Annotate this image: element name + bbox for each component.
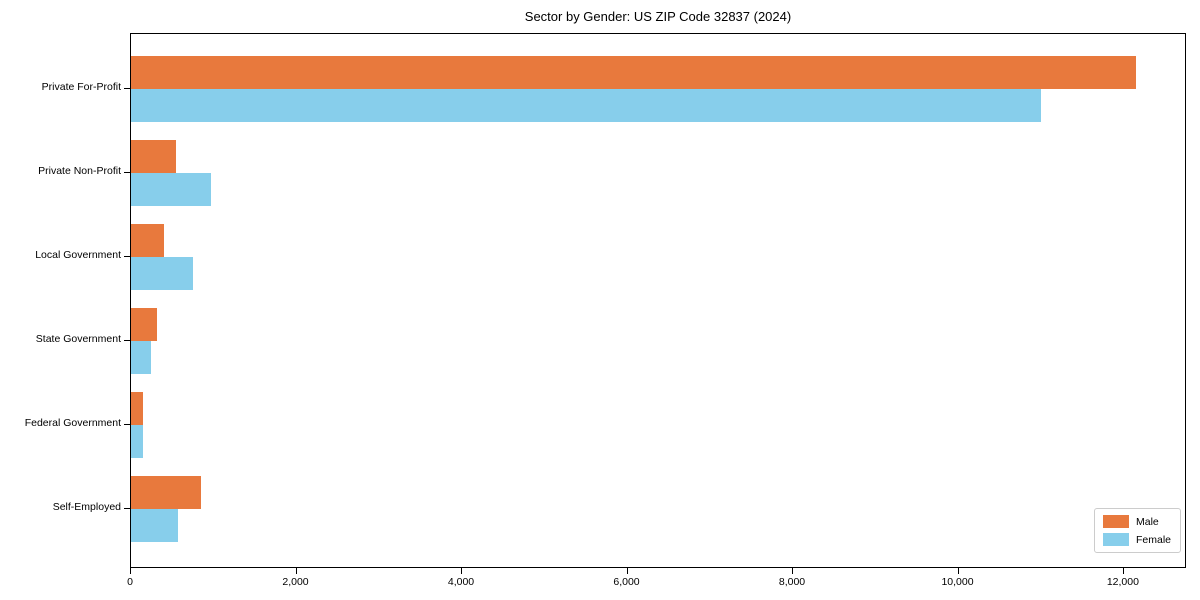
legend-label: Male [1135,515,1159,528]
xtick-mark [792,568,793,574]
xtick-label: 10,000 [941,576,974,588]
bar-male-private-non-profit [131,140,177,173]
xtick-label: 2,000 [282,576,309,588]
xtick-mark [626,568,628,574]
ytick-label: Private Non-Profit [38,165,121,177]
chart-title: Sector by Gender: US ZIP Code 32837 (202… [524,9,792,24]
bar-female-private-non-profit [131,173,212,206]
xtick-mark [957,568,959,574]
bar-male-state-government [131,308,157,341]
ytick-mark [124,172,130,173]
xtick-mark [461,568,462,574]
ytick-label: Local Government [35,249,121,261]
bar-male-private-for-profit [131,56,1137,89]
ytick-label: Federal Government [24,417,121,429]
ytick-label: Private For-Profit [41,81,121,93]
legend: Male Female [1093,508,1181,553]
legend-label: Female [1135,533,1171,546]
plot-area [130,33,1186,568]
ytick-mark [124,508,130,509]
bar-female-self-employed [131,509,179,542]
xtick-label: 12,000 [1106,576,1139,588]
bar-male-federal-government [131,392,144,425]
bar-female-federal-government [131,425,144,458]
xtick-mark [1122,568,1124,574]
bar-male-local-government [131,224,165,257]
xtick-label: 0 [127,576,133,588]
bar-male-self-employed [131,476,202,509]
xtick-mark [130,568,131,574]
bar-female-state-government [131,341,152,374]
xtick-label: 4,000 [447,576,475,588]
legend-entry-male: Male [1102,515,1171,528]
legend-swatch-female [1102,533,1129,546]
legend-swatch-male [1102,515,1129,528]
ytick-label: State Government [35,333,121,345]
ytick-label: Self-Employed [52,501,121,513]
xtick-label: 8,000 [778,576,806,588]
ytick-mark [124,88,130,89]
legend-entry-female: Female [1102,533,1171,546]
ytick-mark [124,424,130,425]
ytick-mark [124,340,130,341]
ytick-mark [124,256,130,257]
xtick-label: 6,000 [613,576,640,588]
bar-female-private-for-profit [131,89,1042,122]
bar-female-local-government [131,257,194,290]
xtick-mark [295,568,297,574]
